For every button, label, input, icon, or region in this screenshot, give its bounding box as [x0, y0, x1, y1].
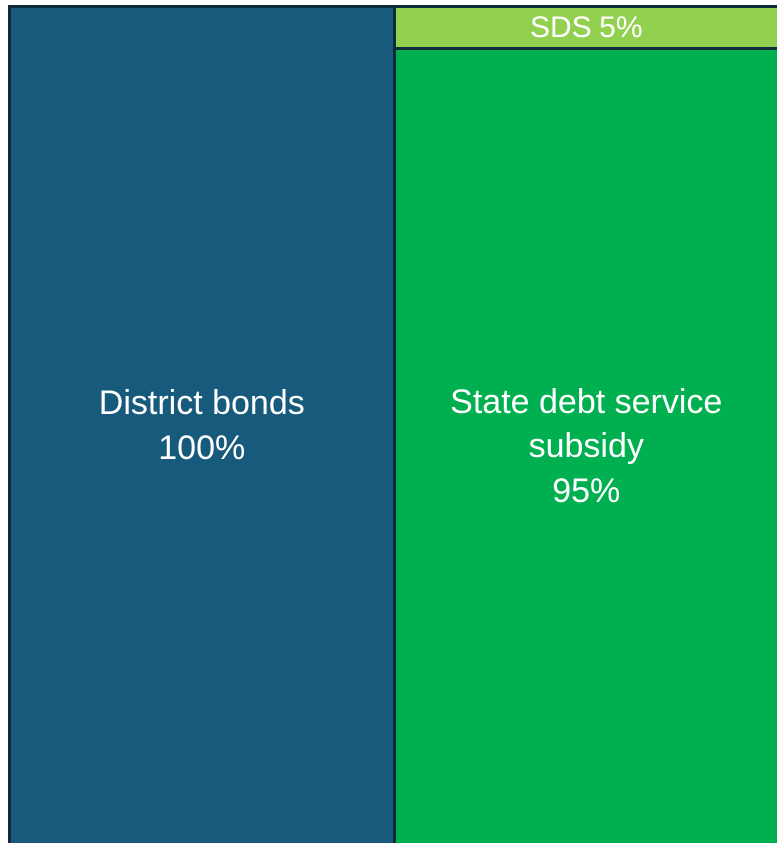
value-label: 95% [552, 471, 621, 510]
bar-segment: State debt service subsidy 95% [392, 46, 777, 843]
segment-label: District bonds 100% [52, 381, 352, 469]
series-name: State debt service subsidy [450, 383, 723, 466]
series-name: SDS [529, 10, 592, 44]
bar-segment: SDS 5% [392, 5, 777, 50]
value-label: 5% [599, 10, 643, 44]
bar-segment: District bonds 100% [8, 5, 396, 843]
value-label: 100% [158, 428, 246, 467]
segment-label: SDS 5% [530, 8, 643, 47]
series-name: District bonds [98, 384, 305, 423]
segment-label: State debt service subsidy 95% [436, 380, 736, 513]
